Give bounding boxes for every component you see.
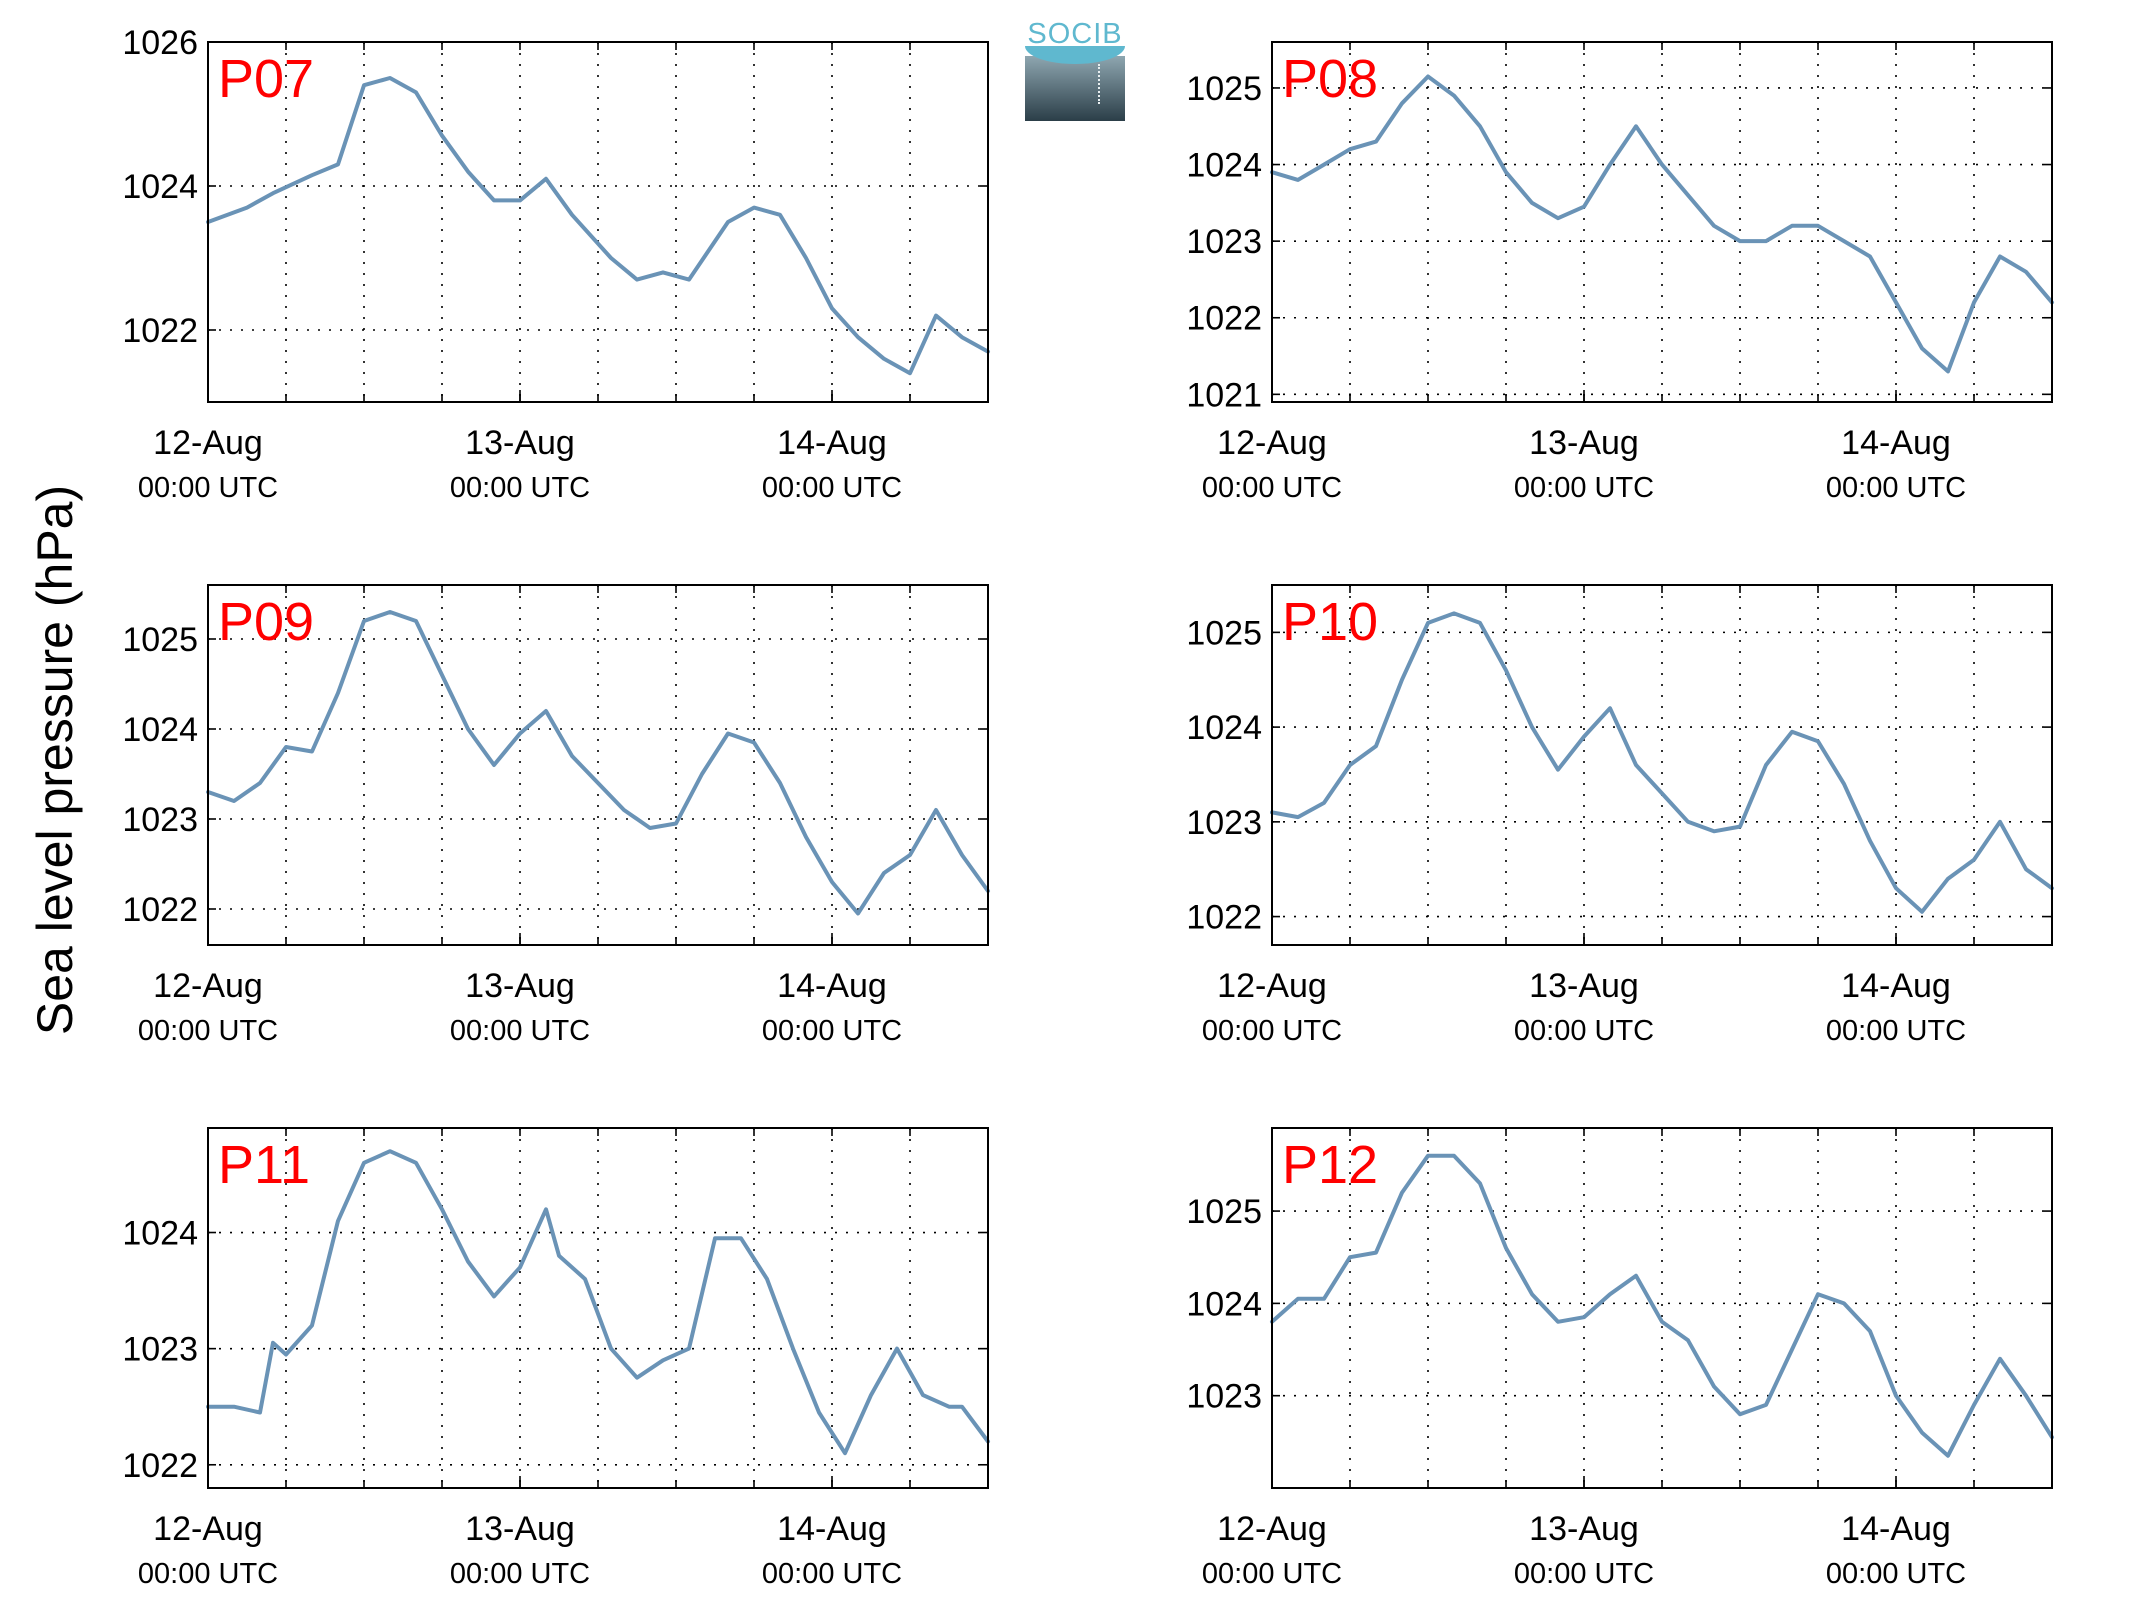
y-tick-label: 1026	[122, 24, 198, 62]
y-axis-label: Sea level pressure (hPa)	[27, 485, 83, 1035]
y-tick-label: 1025	[1186, 614, 1262, 652]
x-tick-date: 13-Aug	[465, 1510, 575, 1548]
axes-frame	[207, 41, 989, 403]
x-tick-time: 00:00 UTC	[1826, 1015, 1966, 1047]
x-tick-date: 13-Aug	[1529, 967, 1639, 1005]
y-tick-label: 1023	[1186, 223, 1262, 261]
y-tick-label: 1023	[122, 1331, 198, 1369]
logo-text: SOCIB	[1027, 18, 1123, 50]
panel-p07: 1022 1024 1026 12-Aug 00:00 UTC 13-Aug 00:00 U…	[122, 24, 990, 504]
x-tick-time: 00:00 UTC	[1202, 1015, 1342, 1047]
series-line-p09	[206, 610, 990, 916]
x-tick-date: 13-Aug	[1529, 1510, 1639, 1548]
y-tick-label: 1024	[122, 711, 198, 749]
x-tick-time: 00:00 UTC	[450, 1015, 590, 1047]
y-tick-label: 1025	[1186, 1193, 1262, 1231]
series-line-p11	[206, 1149, 990, 1456]
x-tick-time: 00:00 UTC	[450, 472, 590, 504]
x-tick-date: 12-Aug	[153, 1510, 263, 1548]
y-tick-label: 1023	[1186, 804, 1262, 842]
y-tick-label: 1024	[122, 1215, 198, 1253]
x-tick-date: 14-Aug	[1841, 424, 1951, 462]
panel-p10: 1022 1023 1024 1025 12-Aug 00:00 UTC 13-Aug 00:…	[1186, 584, 2054, 1047]
x-tick-date: 12-Aug	[153, 424, 263, 462]
x-tick-time: 00:00 UTC	[1826, 1558, 1966, 1590]
panel-label: P08	[1282, 49, 1378, 109]
x-tick-date: 13-Aug	[465, 967, 575, 1005]
y-tick-label: 1024	[1186, 709, 1262, 747]
x-tick-date: 14-Aug	[777, 1510, 887, 1548]
panel-label: P07	[218, 49, 314, 109]
panel-label: P12	[1282, 1135, 1378, 1195]
x-tick-time: 00:00 UTC	[1202, 1558, 1342, 1590]
y-tick-label: 1024	[122, 168, 198, 206]
x-tick-time: 00:00 UTC	[138, 1558, 278, 1590]
panels: 1022 1024 1026 12-Aug 00:00 UTC 13-Aug 00:00 U…	[122, 24, 2054, 1590]
y-tick-label: 1025	[122, 621, 198, 659]
x-tick-date: 12-Aug	[1217, 967, 1327, 1005]
y-tick-label: 1021	[1186, 376, 1262, 414]
x-tick-time: 00:00 UTC	[138, 472, 278, 504]
x-tick-time: 00:00 UTC	[762, 1015, 902, 1047]
x-tick-time: 00:00 UTC	[1826, 472, 1966, 504]
logo-dots	[1098, 64, 1100, 104]
axes-frame	[1271, 1127, 2053, 1489]
panel-p11: 1022 1023 1024 12-Aug 00:00 UTC 13-Aug 00:00 U…	[122, 1127, 990, 1590]
panel-label: P10	[1282, 592, 1378, 652]
y-tick-label: 1022	[122, 1447, 198, 1485]
x-tick-time: 00:00 UTC	[1514, 472, 1654, 504]
x-tick-date: 13-Aug	[1529, 424, 1639, 462]
logo-wave	[1025, 46, 1125, 64]
x-tick-date: 12-Aug	[153, 967, 263, 1005]
x-tick-date: 14-Aug	[1841, 967, 1951, 1005]
y-tick-label: 1024	[1186, 1285, 1262, 1323]
y-tick-label: 1023	[122, 801, 198, 839]
x-tick-date: 13-Aug	[465, 424, 575, 462]
y-tick-label: 1025	[1186, 70, 1262, 108]
series-line-p10	[1270, 611, 2054, 914]
series-line-p07	[206, 76, 990, 376]
y-tick-label: 1024	[1186, 147, 1262, 185]
x-tick-date: 12-Aug	[1217, 424, 1327, 462]
x-tick-date: 14-Aug	[1841, 1510, 1951, 1548]
panel-p09: 1022 1023 1024 1025 12-Aug 00:00 UTC 13-Aug 00:…	[122, 584, 990, 1047]
series-line-p08	[1270, 74, 2054, 374]
panel-label: P09	[218, 592, 314, 652]
y-tick-label: 1022	[122, 891, 198, 929]
x-tick-date: 14-Aug	[777, 967, 887, 1005]
y-tick-label: 1023	[1186, 1378, 1262, 1416]
panel-p12: 1023 1024 1025 12-Aug 00:00 UTC 13-Aug 00:00 U…	[1186, 1127, 2054, 1590]
x-tick-time: 00:00 UTC	[1514, 1015, 1654, 1047]
x-tick-time: 00:00 UTC	[450, 1558, 590, 1590]
x-tick-time: 00:00 UTC	[1202, 472, 1342, 504]
panel-label: P11	[218, 1135, 310, 1195]
y-tick-label: 1022	[1186, 899, 1262, 937]
series-line-p12	[1270, 1153, 2054, 1458]
y-tick-label: 1022	[122, 312, 198, 350]
socib-logo: SOCIB	[1025, 18, 1125, 121]
axes-frame	[1271, 41, 2053, 403]
logo-block	[1025, 56, 1125, 121]
x-tick-time: 00:00 UTC	[762, 472, 902, 504]
x-tick-date: 14-Aug	[777, 424, 887, 462]
x-tick-time: 00:00 UTC	[138, 1015, 278, 1047]
axes-frame	[1271, 584, 2053, 946]
x-tick-time: 00:00 UTC	[762, 1558, 902, 1590]
y-tick-label: 1022	[1186, 300, 1262, 338]
x-tick-time: 00:00 UTC	[1514, 1558, 1654, 1590]
axes-frame	[207, 584, 989, 946]
panel-p08: 1021 1022 1023 1024 1025 12-Aug 00:00 UTC 13-Au…	[1186, 41, 2054, 504]
axes-frame	[207, 1127, 989, 1489]
x-tick-date: 12-Aug	[1217, 1510, 1327, 1548]
